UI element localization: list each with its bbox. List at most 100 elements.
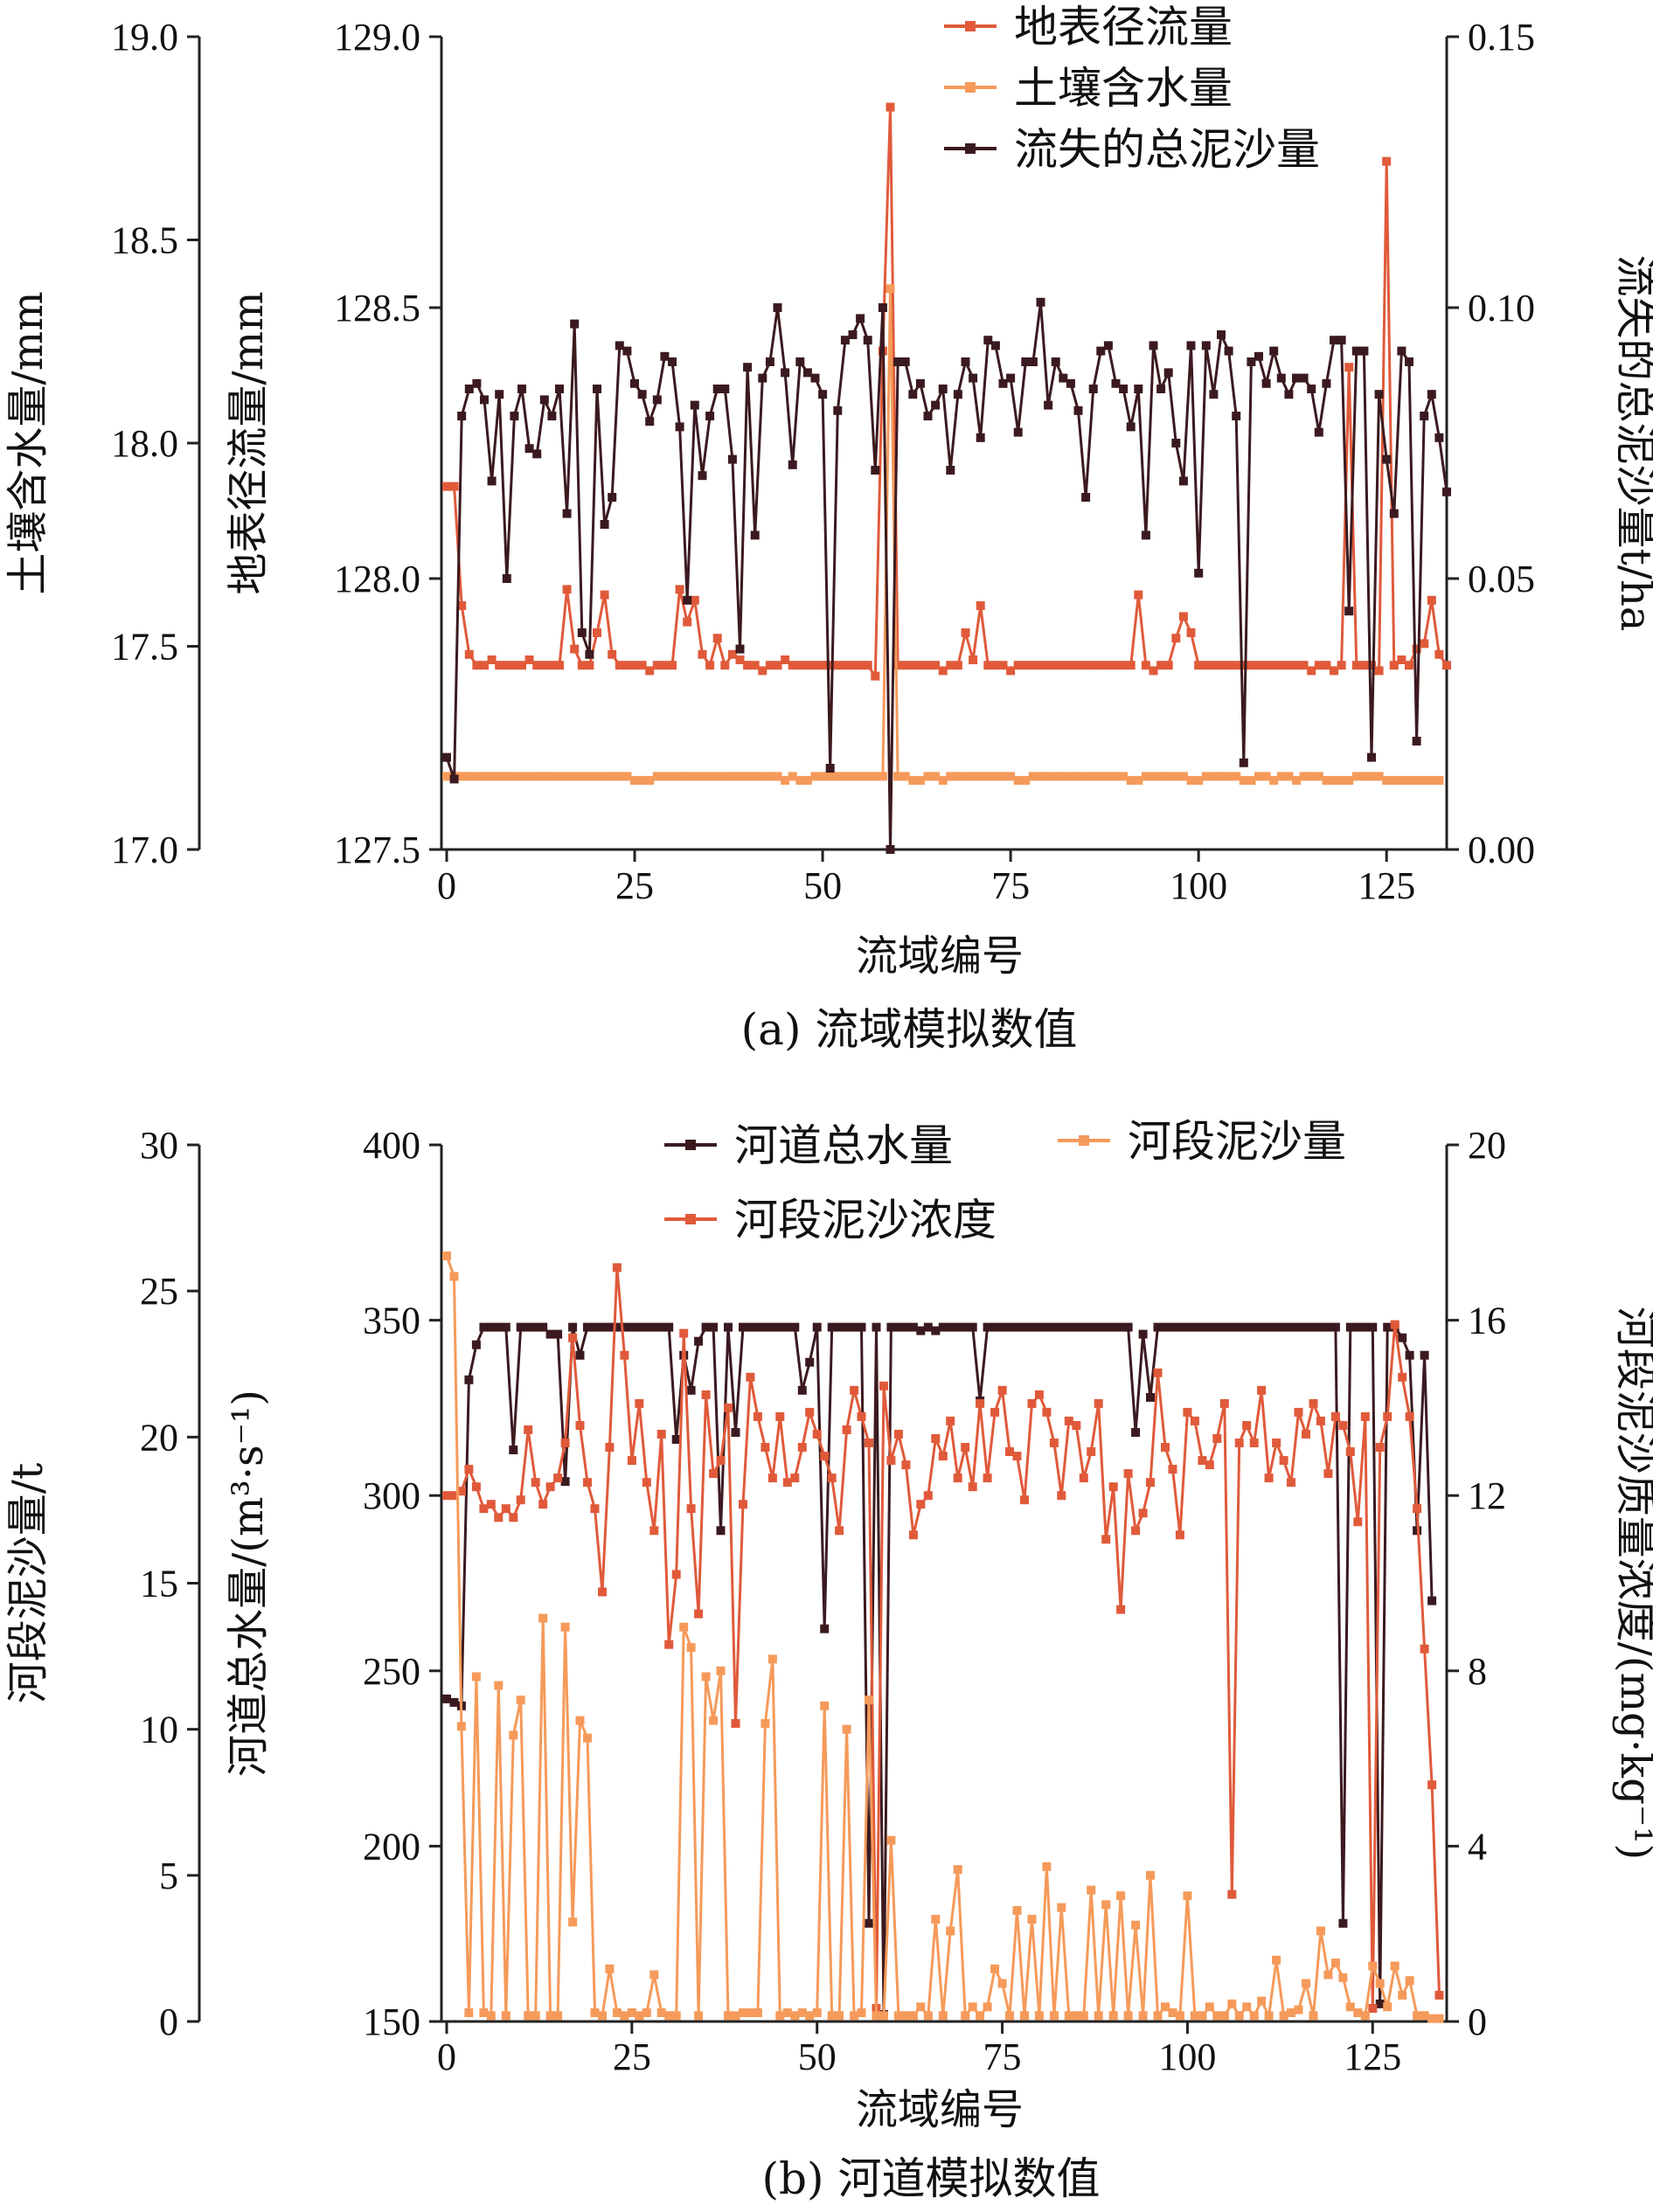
- data-point: [577, 661, 587, 670]
- data-point: [1382, 775, 1392, 785]
- data-point: [1359, 661, 1369, 670]
- data-point: [464, 385, 474, 393]
- data-point: [1234, 1322, 1244, 1332]
- data-point: [916, 1326, 926, 1335]
- data-point: [1103, 772, 1113, 781]
- data-point: [1119, 661, 1129, 670]
- data-point: [635, 1398, 644, 1408]
- data-point: [1351, 772, 1361, 781]
- data-point: [635, 1322, 644, 1332]
- data-point: [735, 655, 745, 664]
- data-point: [502, 772, 511, 781]
- data-point: [1028, 661, 1038, 670]
- data-point: [1344, 775, 1354, 785]
- data-point: [1161, 1443, 1170, 1452]
- data-point: [1163, 661, 1173, 670]
- data-point: [1198, 1322, 1207, 1332]
- data-point: [705, 772, 715, 781]
- data-point: [1420, 775, 1429, 785]
- data-point: [510, 661, 519, 670]
- data-point: [675, 422, 684, 432]
- data-point: [1131, 1428, 1141, 1437]
- data-point: [788, 460, 797, 469]
- data-point: [1096, 346, 1106, 356]
- data-point: [1276, 661, 1286, 670]
- data-point: [1412, 775, 1421, 785]
- data-point: [1141, 530, 1150, 540]
- y-tick-label-sed_conc: 12: [1468, 1474, 1506, 1517]
- data-point: [923, 661, 933, 670]
- data-point: [1420, 1350, 1429, 1360]
- data-point: [990, 1407, 1000, 1417]
- data-point: [746, 2008, 755, 2017]
- data-point: [1405, 1350, 1414, 1360]
- data-point: [442, 1694, 451, 1703]
- data-point: [620, 2011, 629, 2021]
- data-point: [679, 1328, 689, 1338]
- data-point: [517, 772, 526, 781]
- data-point: [637, 390, 647, 399]
- data-point: [758, 772, 767, 781]
- data-point: [1183, 1322, 1192, 1332]
- x-tick-label: 75: [983, 2035, 1022, 2078]
- y-axis-title-sed_conc: 河段泥沙质量浓度/(mg·kg⁻¹): [1611, 1307, 1653, 1861]
- data-point: [1146, 1478, 1155, 1487]
- data-point: [976, 772, 985, 781]
- y-tick-label-sed_conc: 0: [1468, 2001, 1487, 2043]
- data-point: [517, 661, 526, 670]
- data-point: [1036, 297, 1045, 307]
- data-point: [931, 1915, 941, 1924]
- data-point: [553, 1329, 563, 1339]
- data-point: [835, 1322, 844, 1332]
- panel-a-caption: (a) 流域模拟数值: [741, 1004, 1078, 1055]
- data-point: [990, 772, 1000, 781]
- data-point: [1264, 1474, 1274, 1483]
- data-point: [758, 666, 767, 676]
- data-point: [652, 661, 662, 670]
- data-point: [1168, 1465, 1177, 1474]
- data-point: [1383, 2002, 1393, 2012]
- data-point: [781, 655, 790, 664]
- data-point: [1013, 427, 1023, 437]
- data-point: [1081, 772, 1091, 781]
- data-point: [532, 772, 542, 781]
- data-point: [983, 772, 993, 781]
- data-point: [464, 2008, 474, 2017]
- data-point: [487, 772, 497, 781]
- data-point: [1383, 1322, 1393, 1332]
- data-point: [1020, 1322, 1029, 1332]
- data-point: [690, 772, 699, 781]
- data-point: [1292, 775, 1301, 785]
- data-point: [1314, 661, 1323, 670]
- y-tick-label-sed_conc: 20: [1468, 1124, 1506, 1167]
- data-point: [1405, 357, 1413, 366]
- data-point: [938, 666, 948, 676]
- y-tick-label-sediment: 0.00: [1468, 829, 1535, 871]
- data-point: [590, 1504, 600, 1514]
- data-point: [739, 1322, 747, 1332]
- data-point: [637, 661, 647, 670]
- legend-label: 河道总水量: [734, 1120, 953, 1171]
- data-point: [961, 1322, 970, 1332]
- data-point: [690, 400, 699, 410]
- data-point: [1088, 661, 1098, 670]
- data-point: [1309, 1322, 1318, 1332]
- data-point: [857, 1322, 866, 1332]
- data-point: [746, 1372, 755, 1382]
- data-point: [753, 2008, 762, 2017]
- data-point: [479, 2008, 489, 2017]
- data-point: [765, 772, 774, 781]
- data-point: [555, 385, 564, 393]
- data-point: [524, 444, 534, 454]
- data-point: [575, 1350, 585, 1360]
- legend-entry: 河道总水量: [664, 1120, 953, 1171]
- data-point: [1094, 2011, 1103, 2021]
- data-point: [1368, 2004, 1378, 2013]
- data-point: [842, 1322, 851, 1332]
- y-tick-label-sed_amount: 30: [140, 1124, 178, 1167]
- data-point: [1096, 661, 1106, 670]
- series-line: [445, 302, 1448, 850]
- data-point: [630, 775, 639, 785]
- data-point: [1186, 341, 1196, 350]
- data-point: [753, 1411, 762, 1421]
